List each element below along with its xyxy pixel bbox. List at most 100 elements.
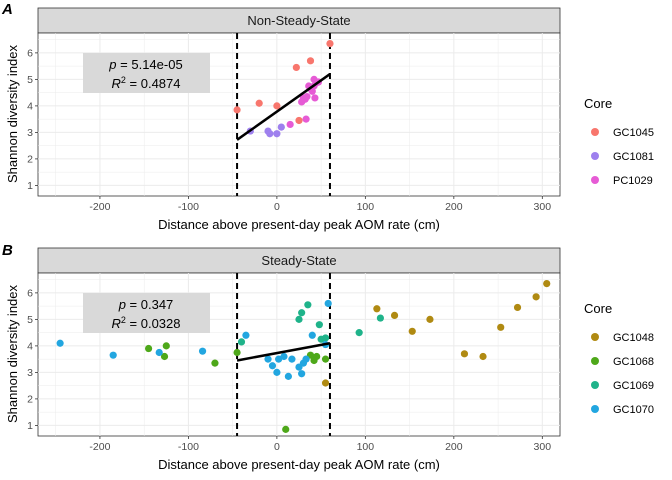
p-value-label: p = 0.347 [118,297,174,312]
data-point-gc1068 [282,425,290,433]
window-boundary-lines [236,33,331,196]
data-point-gc1081 [277,123,285,131]
data-point-gc1070 [302,355,310,363]
strip-background [37,247,561,274]
data-point-gc1045 [233,106,241,114]
data-point-gc1048 [460,350,469,358]
regression-fit-line [236,342,331,362]
legend-title: Core [584,301,612,316]
legend-label-gc1069: GC1069 [613,380,654,392]
panel-tag: B [2,242,13,259]
strip-label: Non-Steady-State [247,13,350,28]
x-axis-ticks: -200 -100 0 100 200 300 [89,436,551,453]
panel-tag: A [1,1,13,18]
legend-label-gc1070: GC1070 [613,404,654,416]
panel-b: B Steady-State p = 0.347 R2 = 0.0328 -20… [2,242,654,472]
y-axis-label: Shannon diversity index [5,44,20,183]
data-point-gc1069 [376,314,384,322]
y-tick-label: 2 [27,393,33,405]
data-point-gc1070 [280,352,288,361]
legend-label-gc1068: GC1068 [613,356,654,368]
data-point-gc1070 [264,355,272,363]
data-point-gc1070 [155,348,163,357]
data-point-gc1070 [308,331,316,339]
data-point-gc1069 [295,315,303,323]
regression-fit-line [236,73,331,141]
data-point-gc1048 [408,327,416,335]
stats-box [83,293,210,333]
p-value-label: p = 5.14e-05 [108,57,182,72]
data-point-gc1045 [273,102,281,110]
data-point-gc1070 [268,362,277,370]
data-point-gc1070 [56,339,64,347]
data-point-gc1048 [426,315,434,323]
data-point-pc1029 [311,94,319,102]
data-point-gc1045 [292,63,300,72]
x-tick-label: -200 [89,201,110,213]
x-tick-label: 200 [445,201,463,213]
legend-label-gc1048: GC1048 [613,332,654,344]
x-tick-label: 300 [534,201,552,213]
data-point-gc1068 [233,348,241,357]
data-point-gc1048 [497,323,505,331]
data-point-gc1048 [479,352,487,361]
x-tick-label: 300 [534,441,552,453]
x-axis-label: Distance above present-day peak AOM rate… [158,457,440,472]
legend-key-gc1070 [591,405,599,413]
data-point-gc1068 [310,356,318,365]
y-tick-label: 3 [27,367,33,379]
y-tick-label: 4 [27,100,33,112]
data-point-gc1048 [373,305,381,313]
x-tick-label: 0 [274,441,280,453]
data-point-gc1068 [144,344,153,353]
y-axis-ticks: 1 2 3 4 5 6 [27,47,38,192]
legend-key-gc1081 [591,152,599,160]
data-point-gc1068 [321,355,330,363]
data-point-gc1069 [315,321,323,329]
x-tick-label: -200 [89,441,110,453]
y-tick-label: 1 [27,420,33,432]
panel-a: A Non-Steady-State p = 5.14e-05 R2 = 0.4… [1,1,654,232]
data-point-gc1069 [237,338,246,346]
data-point-gc1045 [295,116,303,125]
data-point-gc1048 [543,280,551,288]
r-squared-label: R2 = 0.4874 [112,75,181,91]
x-tick-label: -100 [178,201,199,213]
y-tick-label: 5 [27,74,33,86]
y-axis-ticks: 1 2 3 4 5 6 [27,287,38,432]
data-point-gc1070 [324,299,332,308]
legend-label-gc1081: GC1081 [613,151,654,163]
data-point-gc1070 [242,331,250,339]
data-point-gc1070 [275,355,283,363]
strip-label: Steady-State [261,253,336,268]
data-point-gc1069 [304,301,312,309]
legend: Core GC1045 GC1081 PC1029 [584,96,654,187]
data-point-gc1081 [273,130,281,138]
data-point-gc1068 [162,342,170,350]
legend-key-pc1029 [591,176,599,184]
data-point-gc1045 [326,40,334,48]
y-tick-label: 5 [27,314,33,326]
data-point-gc1048 [532,293,540,301]
data-point-gc1070 [284,372,292,380]
y-tick-label: 2 [27,153,33,165]
data-point-gc1048 [321,379,330,387]
data-point-gc1045 [255,99,263,107]
legend-key-gc1068 [591,357,599,365]
x-tick-label: -100 [178,441,199,453]
data-point-pc1029 [302,115,310,123]
data-point-gc1045 [306,57,315,65]
regression-line [236,342,331,362]
data-point-gc1069 [321,334,330,342]
data-point-pc1029 [286,120,294,129]
data-point-gc1069 [298,309,306,317]
stats-box [83,53,210,93]
data-point-gc1070 [109,351,117,359]
y-tick-label: 3 [27,127,33,139]
data-point-gc1069 [355,329,363,337]
strip-background [37,7,561,34]
data-point-gc1070 [273,368,281,376]
data-point-gc1068 [160,352,169,361]
x-tick-label: 0 [274,201,280,213]
x-axis-label: Distance above present-day peak AOM rate… [158,217,440,232]
